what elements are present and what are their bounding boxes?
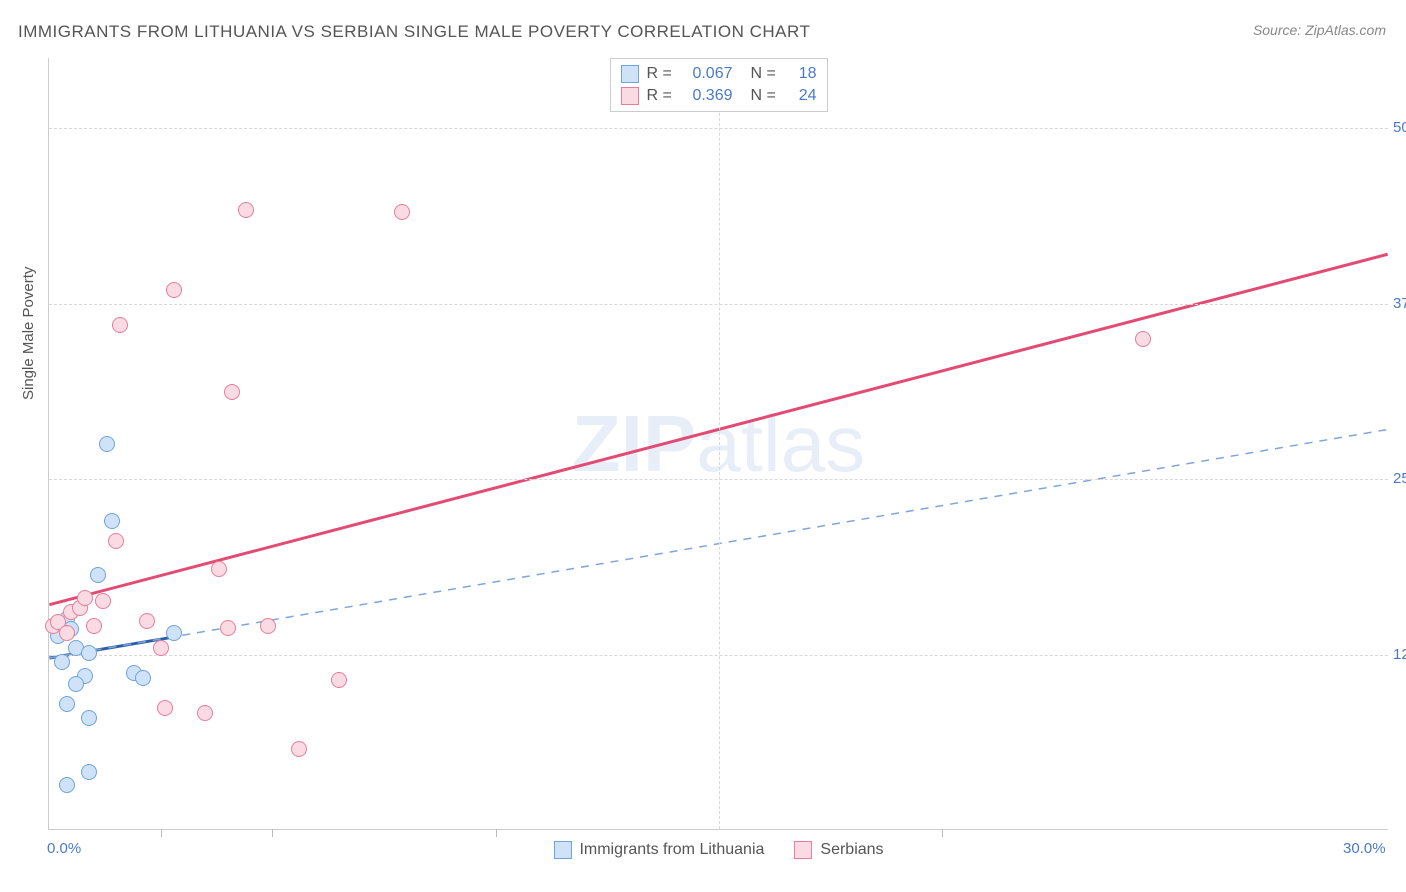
scatter-point [197,705,213,721]
chart-title: IMMIGRANTS FROM LITHUANIA VS SERBIAN SIN… [18,22,810,42]
scatter-point [166,282,182,298]
scatter-point [81,764,97,780]
scatter-point [54,654,70,670]
x-tick-minor [272,829,273,837]
scatter-point [166,625,182,641]
scatter-point [108,533,124,549]
scatter-point [104,513,120,529]
scatter-point [112,317,128,333]
legend-series-label: Serbians [820,841,883,859]
legend-r-value: 0.067 [683,65,733,83]
legend-swatch [621,65,639,83]
legend-series-item: Immigrants from Lithuania [553,841,764,859]
legend-series-label: Immigrants from Lithuania [579,841,764,859]
legend-n-label: N = [751,87,779,105]
scatter-point [86,618,102,634]
scatter-point [135,670,151,686]
scatter-point [291,741,307,757]
legend-r-label: R = [647,87,675,105]
source-attribution: Source: ZipAtlas.com [1253,22,1386,38]
scatter-point [211,561,227,577]
scatter-point [59,777,75,793]
scatter-point [90,567,106,583]
scatter-point [139,613,155,629]
scatter-point [260,618,276,634]
x-tick-minor [942,829,943,837]
y-tick-label: 37.5% [1393,295,1406,312]
legend-n-value: 24 [787,87,817,105]
scatter-point [95,593,111,609]
y-tick-label: 50.0% [1393,119,1406,136]
legend-swatch [794,841,812,859]
scatter-point [59,625,75,641]
x-tick-label: 30.0% [1343,840,1386,857]
scatter-point [77,590,93,606]
scatter-point [157,700,173,716]
x-tick-minor [161,829,162,837]
scatter-point [99,436,115,452]
scatter-point [1135,331,1151,347]
legend-series: Immigrants from Lithuania Serbians [553,841,883,859]
scatter-point [220,620,236,636]
legend-n-label: N = [751,65,779,83]
chart-plot-area: ZIPatlas 12.5%25.0%37.5%50.0%0.0%30.0% R… [48,58,1388,830]
x-tick-label: 0.0% [47,840,81,857]
y-axis-label: Single Male Poverty [20,267,37,400]
scatter-point [331,672,347,688]
scatter-point [238,202,254,218]
legend-r-value: 0.369 [683,87,733,105]
scatter-point [81,645,97,661]
y-tick-label: 12.5% [1393,646,1406,663]
legend-correlation-box: R = 0.067 N = 18 R = 0.369 N = 24 [610,58,828,112]
legend-swatch [553,841,571,859]
legend-swatch [621,87,639,105]
scatter-point [153,640,169,656]
scatter-point [68,676,84,692]
legend-row: R = 0.369 N = 24 [621,85,817,107]
scatter-point [224,384,240,400]
legend-row: R = 0.067 N = 18 [621,63,817,85]
scatter-point [394,204,410,220]
gridline-vertical [719,58,720,829]
legend-n-value: 18 [787,65,817,83]
x-tick-minor [496,829,497,837]
legend-r-label: R = [647,65,675,83]
legend-series-item: Serbians [794,841,883,859]
scatter-point [59,696,75,712]
y-tick-label: 25.0% [1393,470,1406,487]
scatter-point [81,710,97,726]
